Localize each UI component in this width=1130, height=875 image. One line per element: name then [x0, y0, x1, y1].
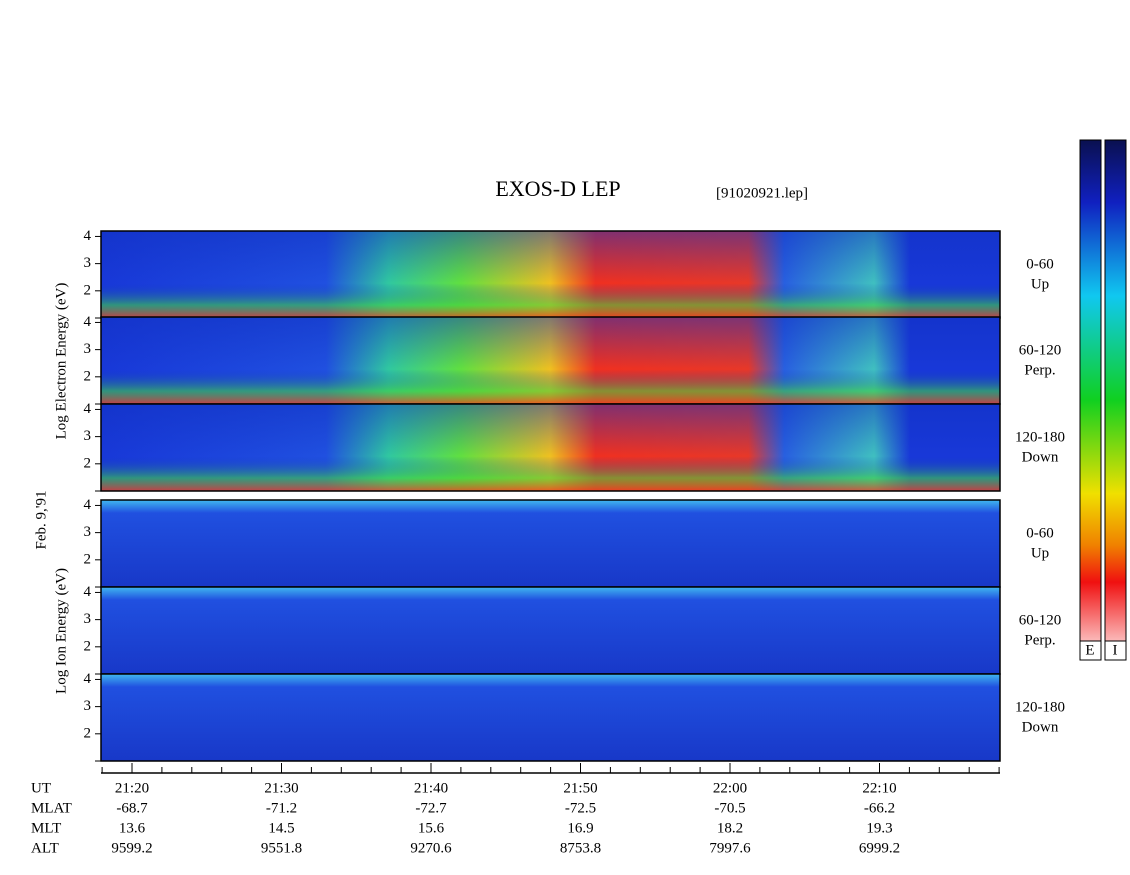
row-value: 7997.6	[709, 840, 751, 856]
y-tick-label: 3	[84, 255, 92, 271]
direction-label: Perp.	[1024, 362, 1055, 378]
row-label: UT	[31, 780, 51, 796]
row-value: -72.5	[565, 800, 596, 816]
time-label: 21:30	[264, 780, 298, 796]
colorbar	[1104, 139, 1127, 661]
direction-label: Up	[1031, 276, 1049, 292]
row-value: -70.5	[714, 800, 745, 816]
row-value: 9599.2	[111, 840, 152, 856]
direction-label: Up	[1031, 545, 1049, 561]
colorbar-label-box	[1104, 640, 1127, 661]
y-tick-label: 2	[84, 551, 92, 567]
date-label: Feb. 9,'91	[33, 491, 49, 550]
row-value: -68.7	[116, 800, 148, 816]
row-value: 19.3	[866, 820, 892, 836]
y-tick-label: 4	[84, 497, 92, 513]
panel-frame	[100, 403, 1001, 492]
row-label: MLAT	[31, 800, 72, 816]
row-value: -66.2	[864, 800, 895, 816]
angle-label: 60-120	[1019, 612, 1062, 628]
y-tick-label: 4	[84, 401, 92, 417]
group-label: Log Electron Energy (eV)	[53, 283, 69, 440]
y-tick-label: 2	[84, 638, 92, 654]
time-label: 22:10	[862, 780, 896, 796]
time-label: 21:20	[115, 780, 149, 796]
y-tick-label: 2	[84, 282, 92, 298]
row-value: 8753.8	[560, 840, 601, 856]
y-tick-label: 4	[84, 584, 92, 600]
row-value: 18.2	[717, 820, 743, 836]
colorbar	[1079, 139, 1102, 661]
y-tick-label: 2	[84, 368, 92, 384]
row-value: 13.6	[119, 820, 146, 836]
spectrogram-shade	[101, 231, 1000, 318]
panels	[100, 230, 1001, 762]
spectrogram	[101, 500, 1000, 587]
row-value: 16.9	[567, 820, 593, 836]
group-label: Log Ion Energy (eV)	[53, 568, 69, 694]
colorbar-label: I	[1113, 642, 1118, 658]
row-value: 9551.8	[261, 840, 302, 856]
row-label: MLT	[31, 820, 61, 836]
angle-label: 60-120	[1019, 342, 1062, 358]
colorbar-label: E	[1085, 642, 1094, 658]
y-tick-label: 2	[84, 455, 92, 471]
row-value: -71.2	[266, 800, 297, 816]
title: EXOS-D LEP	[495, 176, 620, 201]
angle-label: 120-180	[1015, 429, 1065, 445]
time-label: 21:40	[414, 780, 448, 796]
y-tick-label: 4	[84, 314, 92, 330]
y-tick-label: 2	[84, 725, 92, 741]
y-tick-label: 3	[84, 698, 92, 714]
y-tick-label: 3	[84, 611, 92, 627]
row-value: -72.7	[415, 800, 447, 816]
y-tick-label: 4	[84, 671, 92, 687]
direction-label: Down	[1022, 449, 1059, 465]
spectrogram-shade	[101, 317, 1000, 404]
colorbar-label-box	[1079, 640, 1102, 661]
panel-frame	[100, 673, 1001, 762]
y-tick-label: 3	[84, 428, 92, 444]
y-tick-label: 3	[84, 341, 92, 357]
angle-label: 0-60	[1026, 525, 1054, 541]
row-value: 9270.6	[410, 840, 452, 856]
row-label: ALT	[31, 840, 59, 856]
row-value: 14.5	[268, 820, 294, 836]
angle-label: 0-60	[1026, 256, 1054, 272]
direction-label: Down	[1022, 719, 1059, 735]
direction-label: Perp.	[1024, 632, 1055, 648]
spectrogram	[101, 587, 1000, 674]
time-label: 21:50	[563, 780, 597, 796]
angle-label: 120-180	[1015, 699, 1065, 715]
row-value: 6999.2	[859, 840, 900, 856]
y-tick-label: 3	[84, 524, 92, 540]
y-tick-label: 4	[84, 228, 92, 244]
spectrogram-shade	[101, 404, 1000, 491]
time-label: 22:00	[713, 780, 747, 796]
row-value: 15.6	[418, 820, 445, 836]
spectrogram	[101, 674, 1000, 761]
file-name: [91020921.lep]	[716, 185, 808, 201]
